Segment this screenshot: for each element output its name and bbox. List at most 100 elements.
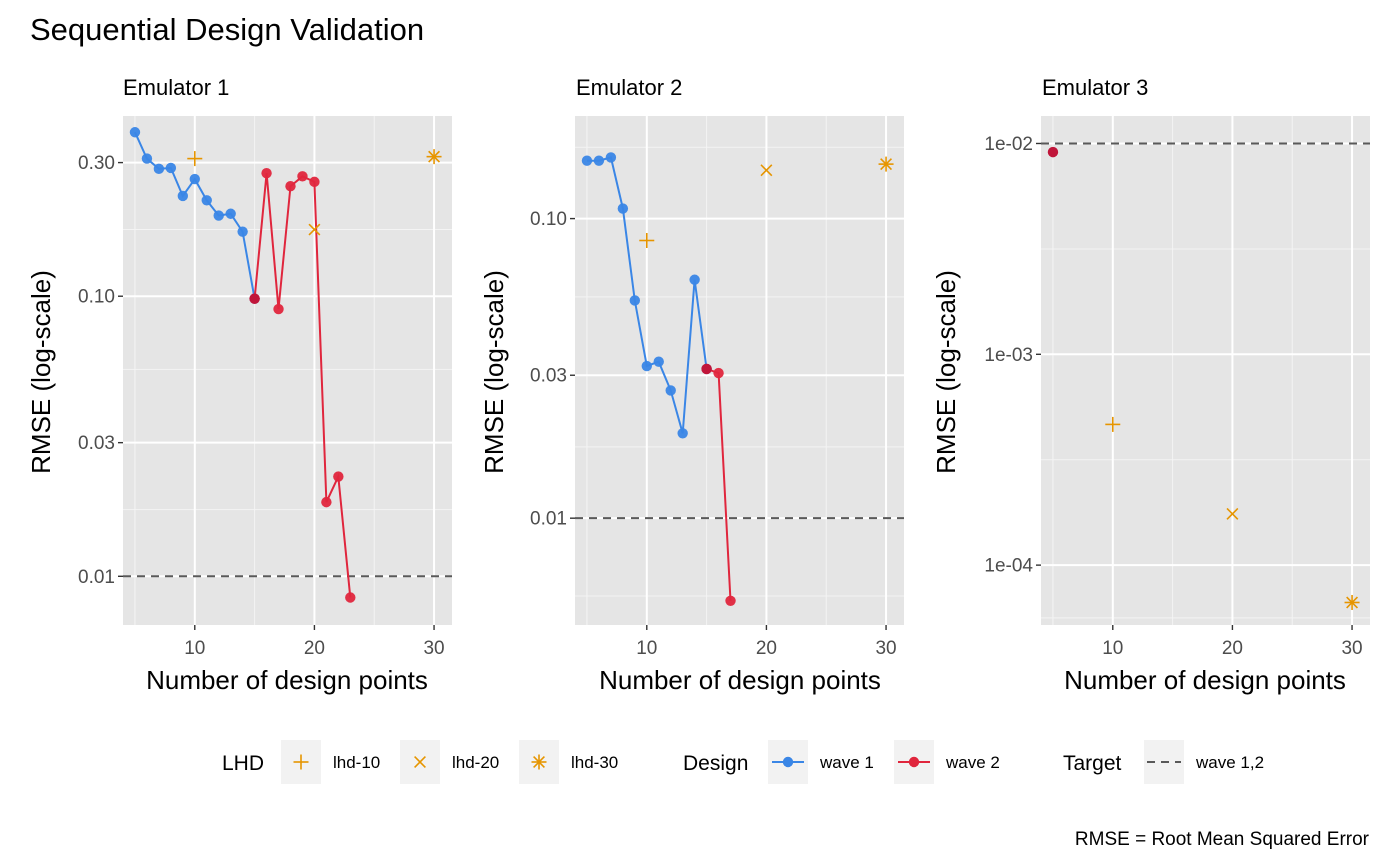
x-tick-label: 30 <box>423 638 444 659</box>
data-point-wave-1 <box>237 226 248 237</box>
y-tick-label: 0.03 <box>78 433 115 454</box>
ast-b <box>428 150 441 163</box>
y-tick-label: 1e-03 <box>984 345 1033 366</box>
x-axis-label: Number of design points <box>1064 665 1346 695</box>
legend: LHD lhd-10 lhd-20 lhd-30 Design wave 1 w… <box>222 740 1264 784</box>
data-point-wave-2 <box>725 595 736 606</box>
legend-label-lhd-30: lhd-30 <box>571 753 618 772</box>
y-tick-label: 1e-02 <box>984 134 1033 155</box>
x-tick-label: 10 <box>1102 638 1123 659</box>
lhd-marker-lhd-10 <box>639 233 655 249</box>
legend-glyph-point <box>908 756 920 768</box>
data-point-wave-1 <box>593 155 605 166</box>
legend-glyph <box>531 754 547 770</box>
x-tick-label: 10 <box>184 638 205 659</box>
panel-title: Emulator 2 <box>576 75 682 100</box>
data-point-wave-1 <box>641 360 652 372</box>
data-point-overlap <box>1047 146 1059 158</box>
y-tick-label: 0.10 <box>78 287 115 308</box>
legend-label-lhd-10: lhd-10 <box>333 753 380 772</box>
data-point-wave-1 <box>225 208 236 219</box>
cross-b <box>1226 507 1239 520</box>
cross-b <box>760 164 773 177</box>
legend-label-wave-2: wave 2 <box>945 753 1000 772</box>
y-tick-label: 1e-04 <box>984 556 1033 577</box>
y-tick-label: 0.03 <box>530 366 567 387</box>
data-point-wave-1 <box>689 274 700 285</box>
data-point-wave-2 <box>297 171 308 182</box>
data-point-wave-2 <box>309 176 320 188</box>
x-tick-label: 20 <box>304 638 325 659</box>
legend-label-wave-1: wave 1 <box>819 753 874 772</box>
ast-b <box>880 158 893 171</box>
data-point-wave-2 <box>273 303 284 315</box>
data-point-wave-1 <box>213 210 224 221</box>
legend-asterisk-icon <box>531 754 547 770</box>
data-point-wave-1 <box>617 203 629 214</box>
x-axis-label: Number of design points <box>146 665 428 695</box>
y-tick-label: 0.30 <box>78 153 115 174</box>
data-point-wave-1 <box>653 356 664 367</box>
panel-background <box>123 116 452 625</box>
lhd-marker-lhd-10 <box>187 151 203 167</box>
y-tick-label: 0.10 <box>530 209 567 230</box>
panel-emulator-2: Emulator 2 0.01 0.03 0.10 10 20 30 Number of … <box>479 75 904 695</box>
y-axis-label: RMSE (log-scale) <box>26 270 56 474</box>
data-point-wave-1 <box>581 155 593 166</box>
x-axis-label: Number of design points <box>599 665 881 695</box>
plot-area: 0.01 0.03 0.10 0.30 10 20 30 <box>78 116 452 659</box>
plot-area: 0.01 0.03 0.10 10 20 30 <box>530 116 904 659</box>
panel-background <box>1041 116 1370 625</box>
x-tick-label: 10 <box>636 638 657 659</box>
data-point-wave-1 <box>677 428 688 439</box>
data-point-wave-2 <box>285 181 296 192</box>
data-point-wave-1 <box>165 162 177 174</box>
data-point-wave-1 <box>605 152 617 163</box>
y-axis-label: RMSE (log-scale) <box>479 270 509 474</box>
data-point-wave-1 <box>629 295 641 306</box>
y-tick-label: 0.01 <box>530 509 567 530</box>
x-tick-label: 30 <box>875 638 896 659</box>
data-point-wave-2 <box>261 167 272 179</box>
data-point-wave-1 <box>665 385 676 396</box>
lhd-marker-lhd-20 <box>308 223 321 236</box>
data-point-wave-1 <box>201 195 212 206</box>
x-tick-label: 20 <box>1222 638 1243 659</box>
x-tick-label: 30 <box>1341 638 1362 659</box>
panel-background <box>575 116 904 625</box>
panel-title: Emulator 3 <box>1042 75 1148 100</box>
legend-glyph <box>414 756 426 768</box>
data-point-wave-1 <box>189 173 200 185</box>
x-tick-label: 20 <box>756 638 777 659</box>
lhd-marker-lhd-30 <box>426 149 442 165</box>
data-point-wave-2 <box>345 592 356 603</box>
legend-label-lhd-20: lhd-20 <box>452 753 499 772</box>
cross-b <box>308 223 321 236</box>
legend-glyph <box>293 754 309 770</box>
data-point-wave-1 <box>141 153 153 164</box>
panel-emulator-3: Emulator 3 1e-04 1e-03 1e-02 10 20 30 Number … <box>931 75 1370 695</box>
data-point-wave-2 <box>321 496 332 508</box>
data-point-wave-1 <box>153 163 165 175</box>
y-axis-label: RMSE (log-scale) <box>931 270 961 474</box>
legend-title-target: Target <box>1063 752 1122 775</box>
plot-area: 1e-04 1e-03 1e-02 10 20 30 <box>984 116 1370 659</box>
panel-emulator-1: Emulator 1 0.01 0.03 0.10 0.30 10 20 30 Number… <box>26 75 452 695</box>
legend-glyph-point <box>782 756 794 768</box>
ast-b <box>533 756 545 768</box>
data-point-wave-2 <box>333 471 344 482</box>
legend-cross-icon <box>414 756 426 768</box>
legend-wave-1-icon <box>772 756 804 768</box>
legend-plus-icon <box>293 754 309 770</box>
data-point-wave-1 <box>177 190 189 202</box>
data-point-overlap <box>701 363 712 375</box>
legend-title-lhd: LHD <box>222 752 264 775</box>
legend-title-design: Design <box>683 752 748 775</box>
cross-b <box>414 756 426 768</box>
data-point-overlap <box>249 293 260 304</box>
lhd-marker-lhd-10 <box>1105 416 1121 432</box>
lhd-marker-lhd-30 <box>1344 594 1360 610</box>
lhd-marker-lhd-30 <box>878 156 894 172</box>
y-tick-label: 0.01 <box>78 567 115 588</box>
